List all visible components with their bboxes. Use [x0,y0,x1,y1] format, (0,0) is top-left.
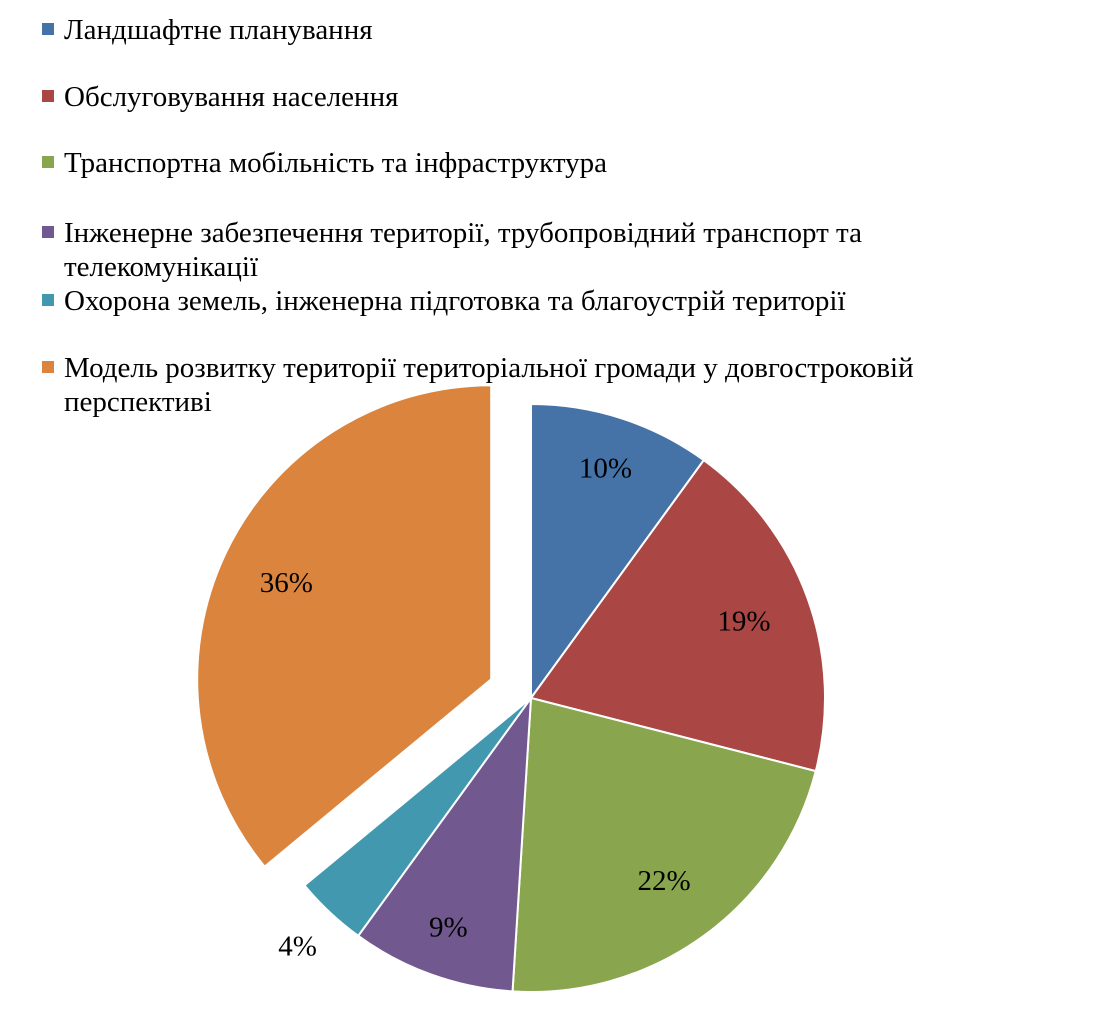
slice-data-label: 9% [429,912,468,944]
legend-item: Транспортна мобільність та інфраструктур… [42,146,1052,180]
slice-data-label: 19% [717,605,770,637]
slice-data-label: 36% [260,567,313,599]
legend-label: Транспортна мобільність та інфраструктур… [64,147,608,179]
legend-item: Охорона земель, інженерна підготовка та … [42,284,1052,318]
legend-swatch-square-icon [42,23,54,35]
pie-slice [303,697,532,937]
pie-slice [357,697,532,993]
pie-slice [511,697,817,993]
legend-label: Ландшафтне планування [64,14,373,46]
legend-label: Обслуговування населення [64,81,399,113]
pie-slice [530,459,826,773]
chart-legend: Ландшафтне планування Обслуговування нас… [0,0,1118,440]
legend-item: Обслуговування населення [42,80,1052,114]
pie-slice [530,403,705,699]
legend-swatch-square-icon [42,226,54,238]
pie-slice [196,384,493,868]
legend-label: Охорона земель, інженерна підготовка та … [64,285,846,317]
slice-data-label: 10% [579,453,632,485]
slice-data-label: 22% [637,865,690,897]
legend-label: Модель розвитку території територіальної… [64,352,914,418]
legend-swatch-square-icon [42,156,54,168]
legend-item: Інженерне забезпечення території, трубоп… [42,216,1052,284]
legend-swatch-square-icon [42,294,54,306]
legend-item: Ландшафтне планування [42,13,1052,47]
legend-label: Інженерне забезпечення території, трубоп… [64,217,862,283]
legend-swatch-square-icon [42,90,54,102]
legend-item: Модель розвитку території територіальної… [42,351,1052,419]
slice-data-label: 4% [278,931,317,963]
legend-swatch-square-icon [42,361,54,373]
